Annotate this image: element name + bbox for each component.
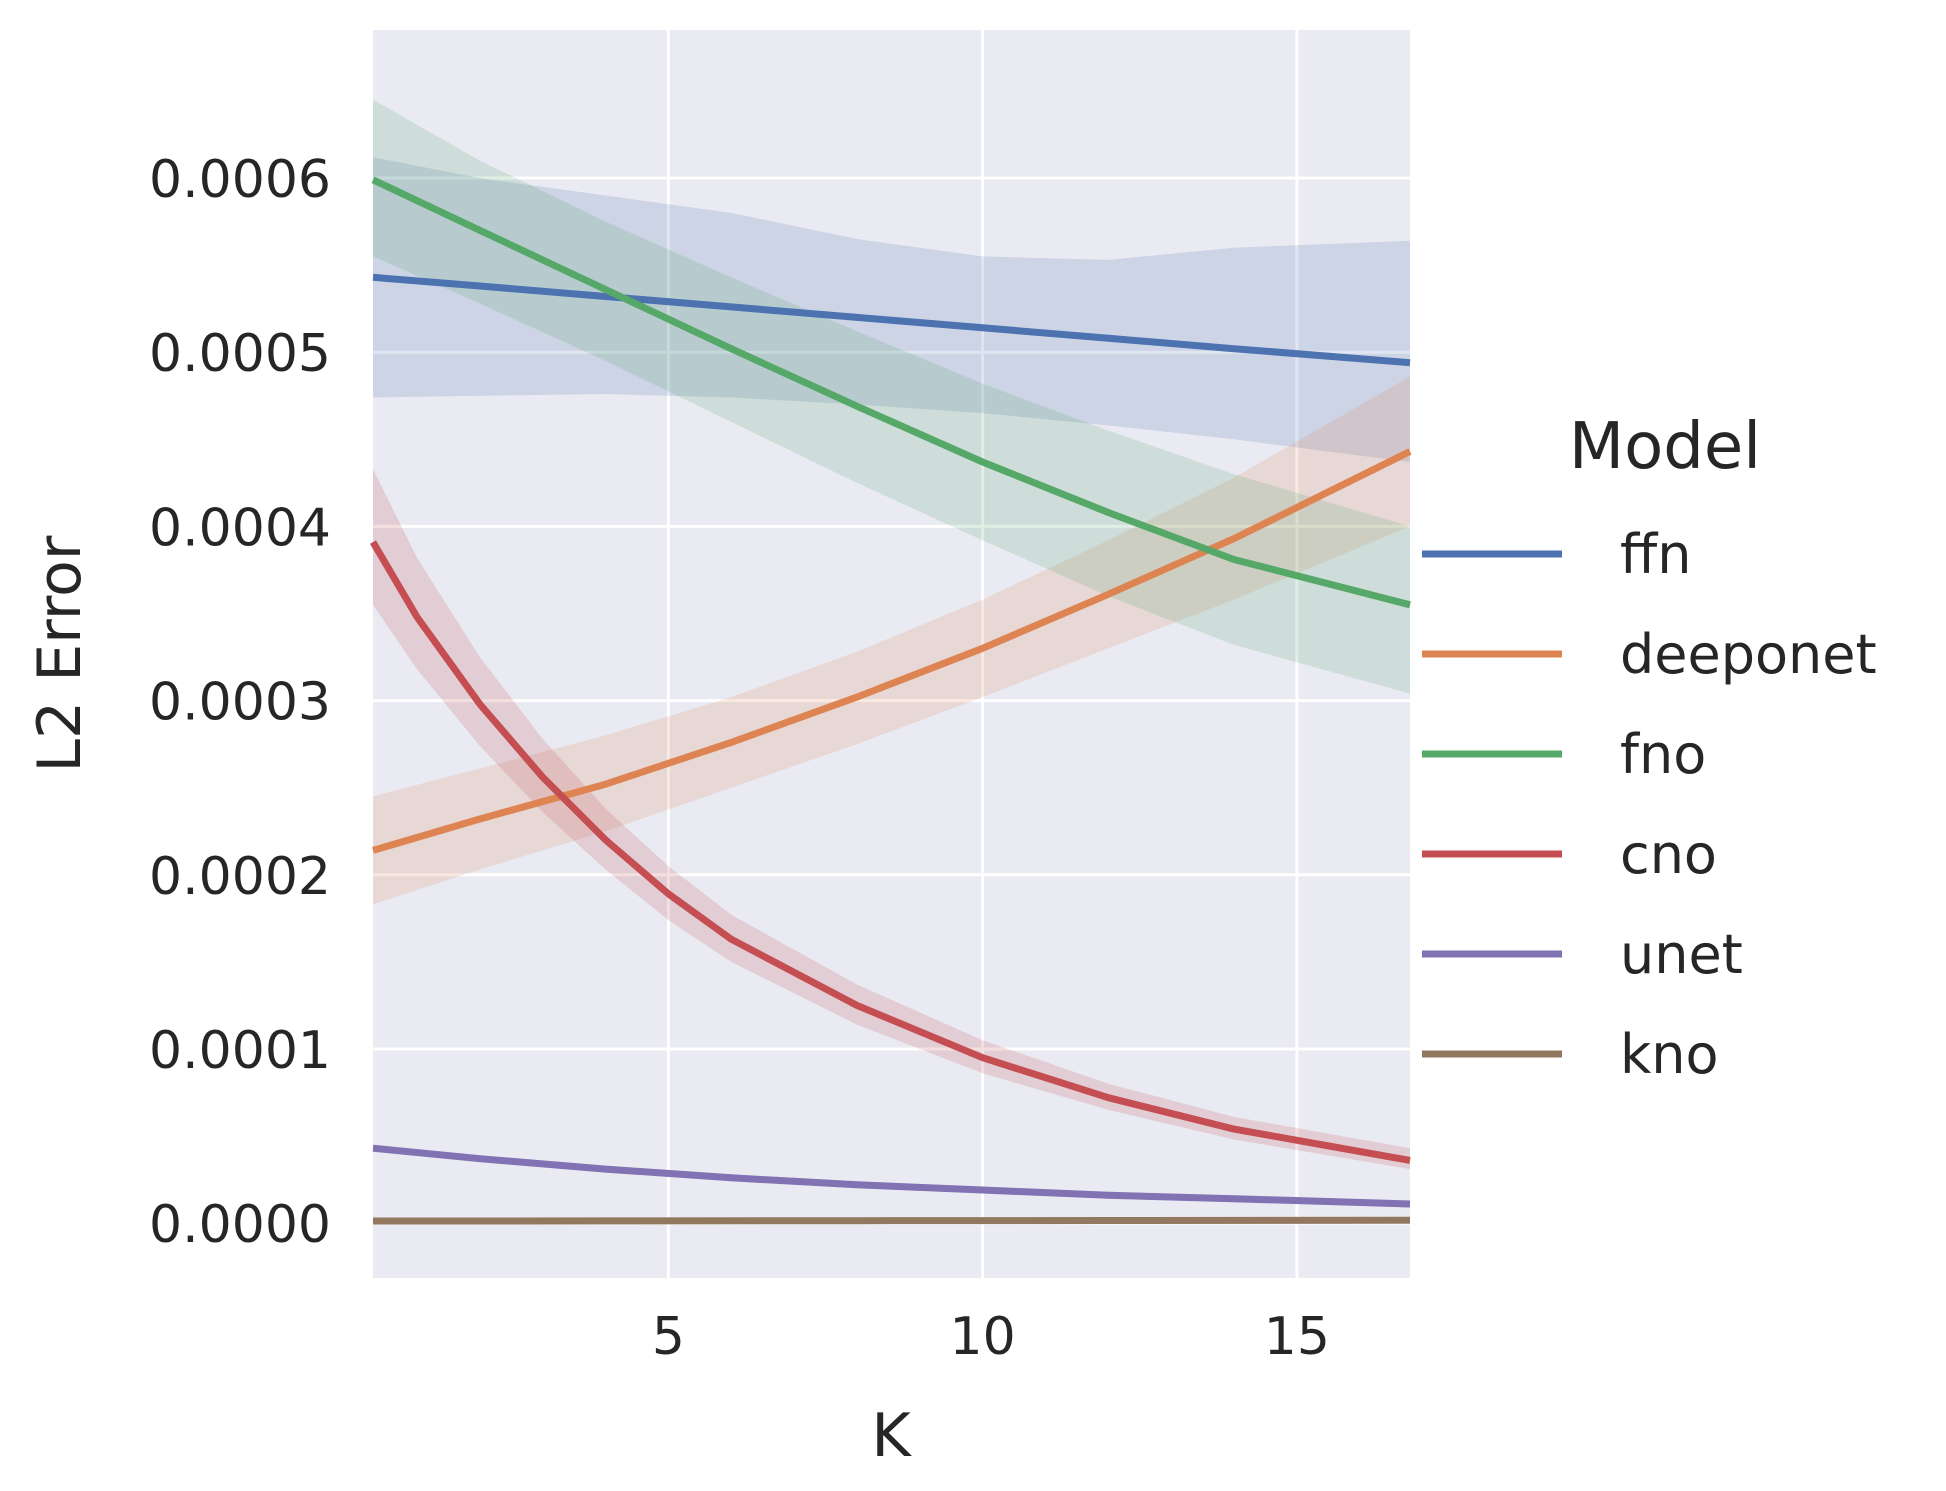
legend-label-cno: cno — [1620, 823, 1717, 886]
y-tick-label: 0.0005 — [149, 324, 331, 384]
legend-label-ffn: ffn — [1620, 523, 1691, 586]
legend-title: Model — [1569, 410, 1761, 484]
y-tick-label: 0.0004 — [149, 498, 331, 558]
y-tick-label: 0.0001 — [149, 1021, 331, 1081]
legend-label-kno: kno — [1620, 1023, 1719, 1086]
series-line-cno — [369, 540, 1411, 1164]
x-tick-label: 15 — [1264, 1307, 1330, 1367]
x-axis-ticks: 5 10 15 — [652, 1307, 1330, 1367]
series-lines — [369, 176, 1412, 1225]
y-axis-ticks: 0.0000 0.0001 0.0002 0.0003 0.0004 0.0005 0.00… — [149, 150, 331, 1255]
x-tick-label: 10 — [950, 1307, 1016, 1367]
y-tick-label: 0.0006 — [149, 150, 331, 210]
series-line-deeponet — [372, 448, 1412, 854]
ci-band-fno — [373, 99, 1410, 694]
grid — [373, 30, 1410, 1278]
legend: Model ffn deeponet fno cno unet kno — [1422, 410, 1877, 1086]
y-axis-label: L2 Error — [25, 535, 95, 772]
series-line-unet — [372, 1144, 1411, 1208]
ci-band-ffn — [373, 157, 1410, 462]
y-tick-label: 0.0000 — [149, 1195, 331, 1255]
series-line-kno — [372, 1216, 1411, 1225]
y-tick-label: 0.0003 — [149, 673, 331, 733]
series-line-fno — [371, 176, 1411, 609]
y-tick-label: 0.0002 — [149, 847, 331, 907]
legend-label-deeponet: deeponet — [1620, 623, 1877, 686]
legend-label-unet: unet — [1620, 923, 1743, 986]
series-line-ffn — [372, 273, 1411, 367]
x-tick-label: 5 — [652, 1307, 685, 1367]
plot-background — [373, 30, 1410, 1278]
x-axis-label: K — [871, 1401, 912, 1471]
legend-label-fno: fno — [1620, 723, 1706, 786]
